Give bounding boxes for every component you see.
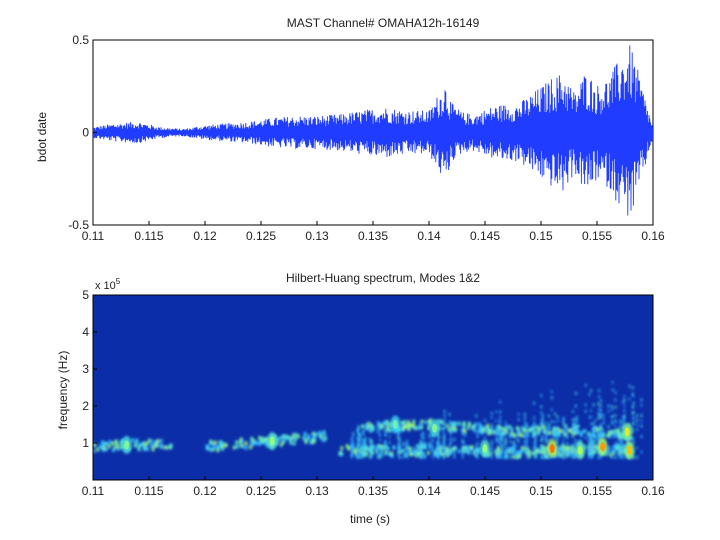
spectrum-hot-spot: [547, 439, 558, 458]
x-tick-label: 0.125: [246, 484, 276, 498]
waveform-line: [93, 45, 653, 216]
y-tick-label: 0: [82, 126, 89, 140]
spectrum-y-exponent: 5: [116, 277, 121, 286]
spectrum-hot-spot: [575, 441, 586, 460]
spectrum-hot-spot: [622, 422, 633, 441]
x-tick-label: 0.16: [641, 484, 665, 498]
x-tick-label: 0.125: [246, 229, 276, 243]
spectrum-hot-spot: [597, 437, 608, 456]
x-tick-label: 0.14: [417, 484, 441, 498]
x-tick-label: 0.155: [582, 484, 612, 498]
spectrum-hot-spot: [121, 435, 132, 454]
y-tick-label: 0.5: [72, 33, 89, 47]
y-tick-label: 2: [82, 399, 89, 413]
spectrum-hot-spot: [624, 441, 635, 460]
waveform-title: MAST Channel# OMAHA12h-16149: [287, 16, 480, 30]
spectrum-y-multiplier: x 105: [95, 277, 121, 292]
x-tick-label: 0.135: [358, 229, 388, 243]
spectrum-x-ticks: 0.11 0.115 0.12 0.125 0.13 0.135 0.14 0.145 0.15…: [82, 476, 665, 498]
waveform-y-label: bdot date: [35, 112, 49, 162]
waveform-x-ticks: 0.11 0.115 0.12 0.125 0.13 0.135 0.14 0.145 0.15…: [82, 221, 665, 243]
y-tick-label: 4: [82, 325, 89, 339]
x-tick-label: 0.14: [417, 229, 441, 243]
x-tick-label: 0.145: [470, 484, 500, 498]
x-tick-label: 0.12: [193, 229, 217, 243]
x-tick-label: 0.115: [134, 229, 163, 243]
spectrum-bursts: [350, 380, 643, 459]
spectrum-y-label: frequency (Hz): [56, 351, 70, 430]
x-tick-label: 0.135: [358, 484, 388, 498]
y-tick-label: -0.5: [68, 218, 89, 232]
spectrum-energy: [93, 380, 643, 460]
spectrum-panel: Hilbert-Huang spectrum, Modes 1&2 0.11 0.…: [56, 271, 665, 526]
x-tick-label: 0.155: [582, 229, 612, 243]
y-tick-label: 3: [82, 362, 89, 376]
waveform-series: [93, 45, 653, 216]
waveform-panel: MAST Channel# OMAHA12h-16149 0.11 0.115 0.…: [35, 16, 665, 243]
x-tick-label: 0.13: [305, 229, 329, 243]
spectrum-hot-spot: [267, 432, 278, 451]
spectrum-y-ticks: 5 4 3 2 1: [82, 288, 97, 450]
spectrum-x-label: time (s): [350, 512, 390, 526]
x-tick-label: 0.12: [193, 484, 217, 498]
spectrum-ridge: [205, 430, 328, 453]
x-tick-label: 0.15: [529, 229, 553, 243]
x-tick-label: 0.115: [134, 484, 163, 498]
spectrum-hot-spot: [429, 419, 440, 438]
x-tick-label: 0.15: [529, 484, 553, 498]
spectrum-title: Hilbert-Huang spectrum, Modes 1&2: [286, 271, 480, 285]
spectrum-hot-spot: [390, 415, 401, 434]
waveform-y-ticks: 0.5 0 -0.5: [68, 33, 97, 232]
x-tick-label: 0.11: [82, 229, 105, 243]
x-tick-label: 0.13: [305, 484, 329, 498]
spectrum-hot-spot: [480, 439, 490, 458]
y-tick-label: 5: [82, 288, 89, 302]
y-tick-label: 1: [82, 436, 89, 450]
x-tick-label: 0.145: [470, 229, 500, 243]
x-tick-label: 0.11: [82, 484, 105, 498]
x-tick-label: 0.16: [641, 229, 665, 243]
